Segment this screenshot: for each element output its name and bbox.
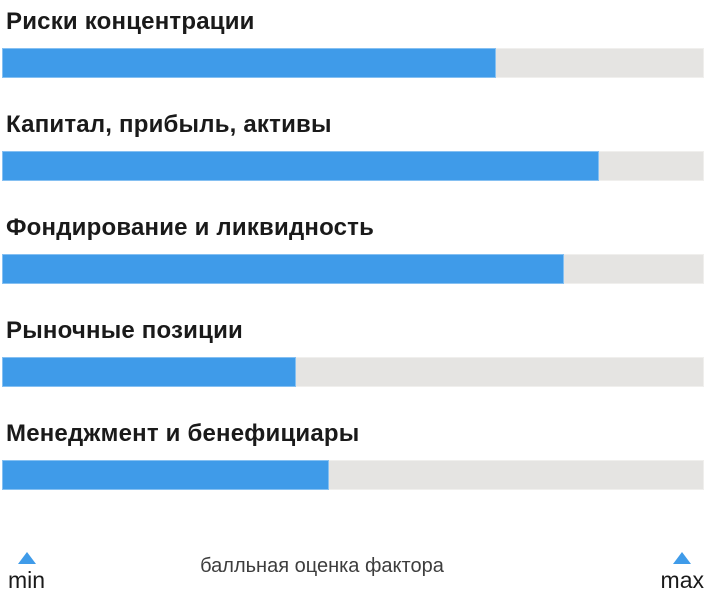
factor-label: Фондирование и ликвидность [6,214,375,241]
bar-track [2,357,704,387]
max-marker-icon [673,552,692,564]
axis-max-group: max [661,552,704,592]
factor-label: Рыночные позиции [6,317,243,344]
min-marker-icon [17,552,36,564]
factor-row: Рыночные позиции [2,317,704,420]
min-label: min [8,567,46,593]
factor-row: Риски концентрации [2,8,704,111]
axis-legend: min балльная оценка фактора max [2,550,704,592]
bar-fill [2,357,296,387]
bar-fill [2,48,496,78]
factor-label: Капитал, прибыль, активы [6,111,332,138]
factor-row: Менеджмент и бенефициары [2,420,704,523]
max-label: max [660,567,704,593]
bar-track [2,254,704,284]
bar-fill [2,254,565,284]
bar-fill [2,460,329,490]
axis-min-group: min [8,552,45,592]
bar-track [2,48,704,78]
factor-row: Фондирование и ликвидность [2,214,704,317]
factor-label: Риски концентрации [6,8,255,35]
bar-track [2,151,704,181]
axis-caption: балльная оценка фактора [200,555,444,577]
factor-label: Менеджмент и бенефициары [6,420,360,447]
bar-fill [2,151,600,181]
factor-row: Капитал, прибыль, активы [2,111,704,214]
bar-track [2,460,704,490]
